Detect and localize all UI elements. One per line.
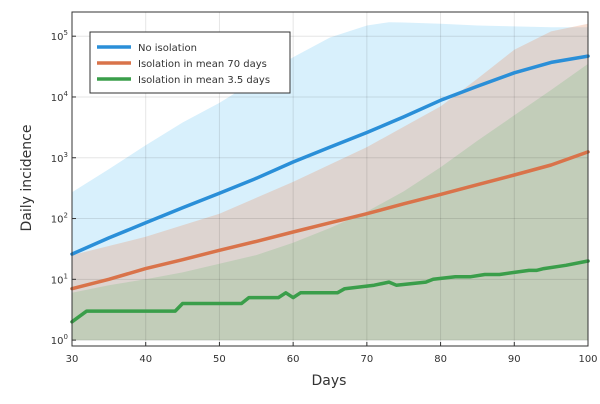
- plot-frame: [71, 11, 589, 347]
- y-axis-ticks: 100 101 102 103 104 105: [51, 29, 76, 347]
- x-axis-ticks: 30 40 50 60 70 80 90 100: [66, 342, 598, 365]
- y-tick-label-4: 103: [51, 151, 68, 165]
- x-tick-label-1: 30: [66, 354, 79, 365]
- y-tick-label-6: 105: [51, 29, 68, 43]
- legend: No isolation Isolation in mean 70 days Iso…: [89, 31, 291, 94]
- series-lines: [70, 54, 590, 324]
- x-axis-label: Days: [312, 373, 347, 389]
- y-tick-label-1: 100: [51, 333, 68, 347]
- confidence-bands: [72, 22, 588, 341]
- x-tick-label-6: 80: [434, 354, 447, 365]
- x-tick-label-4: 60: [287, 354, 300, 365]
- x-tick-label-2: 40: [139, 354, 152, 365]
- y-tick-label-3: 102: [51, 212, 68, 226]
- y-tick-label-5: 104: [51, 90, 69, 104]
- band-series-1: [72, 22, 588, 341]
- band-series-2: [72, 23, 588, 341]
- series-line-1: [70, 54, 590, 256]
- band-series-3: [72, 63, 588, 341]
- y-axis-label: Daily incidence: [19, 125, 35, 232]
- legend-label-1: No isolation: [138, 43, 197, 54]
- x-tick-label-3: 50: [213, 354, 226, 365]
- x-tick-label-7: 90: [508, 354, 521, 365]
- y-tick-label-2: 101: [51, 272, 68, 286]
- series-line-2: [70, 150, 590, 291]
- legend-label-2: Isolation in mean 70 days: [138, 59, 267, 70]
- x-tick-label-5: 70: [360, 354, 373, 365]
- x-tick-label-8: 100: [578, 354, 597, 365]
- legend-label-3: Isolation in mean 3.5 days: [138, 75, 270, 86]
- series-line-3: [70, 259, 590, 324]
